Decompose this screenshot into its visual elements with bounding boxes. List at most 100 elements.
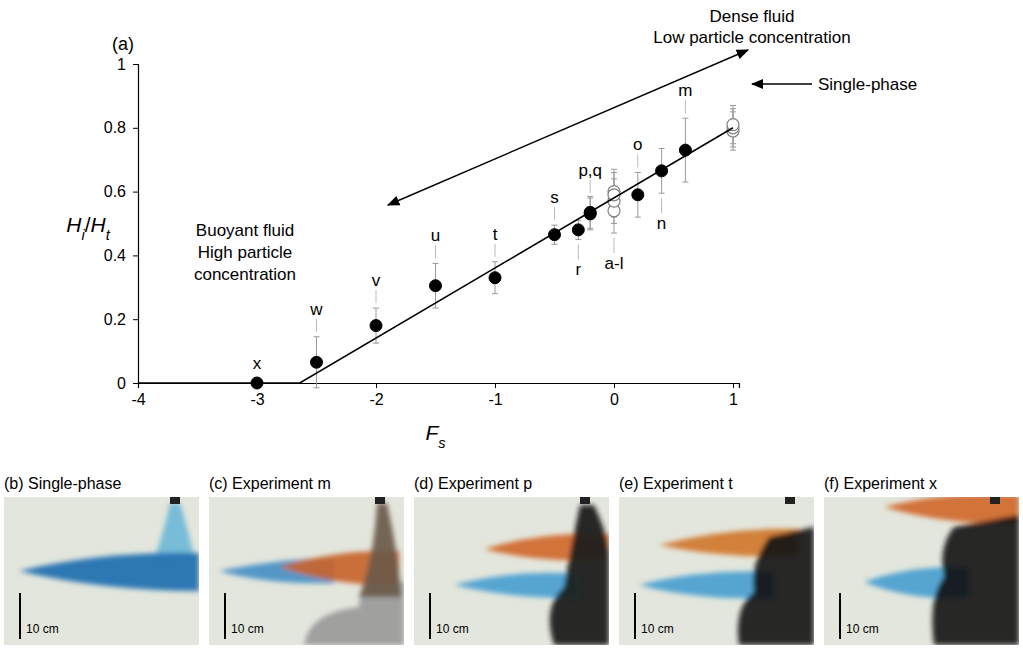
- annotation: Buoyant fluid: [196, 221, 294, 240]
- annotation: High particle: [198, 243, 293, 262]
- y-tick-label: 0.6: [104, 183, 126, 200]
- photo-panel: 10 cm: [824, 494, 1019, 645]
- point: [489, 272, 501, 284]
- point-label: r: [575, 260, 581, 279]
- series: [251, 118, 691, 389]
- point-labels: xwvutsrp,qonma-l: [253, 81, 693, 373]
- label-leader: [614, 238, 615, 253]
- annotation: Low particle concentration: [653, 28, 851, 47]
- y-tick-label: 0.2: [104, 311, 126, 328]
- scale-bar: [429, 593, 431, 639]
- point-label: w: [309, 300, 323, 319]
- y-tick-mark: [133, 319, 138, 320]
- annotation: Single-phase: [818, 75, 917, 94]
- x-axis-title: Fs: [425, 421, 446, 451]
- photo-panel: 10 cm: [619, 497, 814, 645]
- nozzle: [170, 497, 180, 504]
- point: [370, 320, 382, 332]
- fit-line: [138, 128, 733, 383]
- label-leader: [316, 319, 317, 332]
- y-tick: 0.8: [104, 119, 138, 136]
- point-label: s: [550, 188, 559, 207]
- y-tick-label: 0: [117, 375, 126, 392]
- label-leader: [661, 198, 662, 213]
- double-arrow: [388, 50, 748, 205]
- label-leader: [554, 207, 555, 220]
- panel-title: (d) Experiment p: [414, 475, 532, 492]
- scale-bar-label: 10 cm: [26, 622, 59, 636]
- y-tick: 0.4: [104, 247, 138, 264]
- panel-title: (b) Single-phase: [4, 475, 122, 492]
- point-label: m: [678, 81, 692, 100]
- label-leader: [435, 245, 436, 258]
- point-label: o: [633, 135, 642, 154]
- label-leader: [590, 180, 591, 193]
- scale-bar: [19, 593, 21, 639]
- panel-title: (c) Experiment m: [209, 475, 331, 492]
- scale-bar-label: 10 cm: [436, 622, 469, 636]
- photo-background: [209, 497, 404, 645]
- photo-shape: [932, 515, 1019, 645]
- scale-bar: [224, 593, 226, 639]
- y-axis-title: Hi/Ht: [66, 213, 110, 243]
- nozzle: [785, 497, 795, 504]
- photo-content: [19, 503, 199, 591]
- figure: -4-3-2-10100.20.40.60.81Hi/HtFs(a)xwvuts…: [0, 0, 1023, 651]
- photo-panel: 10 cm: [414, 497, 609, 645]
- x-axis: -4 -3 -2 -1 0 1: [131, 383, 739, 408]
- x-tick: -4: [131, 383, 145, 408]
- y-tick-mark: [133, 128, 138, 129]
- photo-background: [414, 497, 609, 645]
- photo-content: [864, 497, 1019, 645]
- point-label: x: [253, 354, 262, 373]
- y-tick: 0: [117, 375, 138, 392]
- nozzle: [375, 497, 385, 504]
- scale-bar: [839, 593, 841, 639]
- x-tick: -1: [488, 383, 502, 408]
- x-tick-label: 0: [610, 391, 619, 408]
- point-label: t: [493, 225, 498, 244]
- point-label: u: [431, 226, 440, 245]
- y-tick: 1: [117, 56, 138, 73]
- point-label: p,q: [578, 161, 602, 180]
- nozzle: [580, 497, 590, 504]
- scale-bar-label: 10 cm: [231, 622, 264, 636]
- y-tick-label: 1: [117, 56, 126, 73]
- y-tick-label: 0.8: [104, 119, 126, 136]
- scale-bar-label: 10 cm: [641, 622, 674, 636]
- y-tick-mark: [133, 383, 138, 384]
- y-tick: 0.6: [104, 183, 138, 200]
- y-axis: 0 0.2 0.4 0.6 0.8 1: [104, 56, 139, 392]
- point: [572, 224, 584, 236]
- point: [727, 119, 739, 131]
- photo-panel: 10 cm: [4, 497, 199, 645]
- point: [632, 189, 644, 201]
- point-label: v: [372, 271, 381, 290]
- x-tick-label: -3: [250, 391, 264, 408]
- label-leader: [685, 100, 686, 113]
- x-tick: 0: [610, 383, 619, 408]
- y-tick-mark: [133, 64, 138, 65]
- photo-content: [219, 503, 404, 645]
- x-tick: -2: [369, 383, 383, 408]
- y-tick: 0.2: [104, 311, 138, 328]
- point-label: a-l: [605, 254, 624, 273]
- plot-area: [138, 105, 739, 389]
- photo-content: [454, 505, 609, 645]
- scale-bar-label: 10 cm: [846, 622, 879, 636]
- x-tick-mark: [495, 383, 496, 388]
- scale-bar: [634, 593, 636, 639]
- photo-background: [4, 497, 199, 645]
- x-tick-mark: [733, 383, 734, 388]
- panel-title: (e) Experiment t: [619, 475, 733, 492]
- annotation: concentration: [194, 265, 296, 284]
- x-tick: 1: [729, 383, 738, 408]
- point: [311, 356, 323, 368]
- x-axis-line: [139, 384, 740, 389]
- y-tick-mark: [133, 255, 138, 256]
- y-tick-mark: [133, 192, 138, 193]
- photo-content: [639, 527, 814, 645]
- x-tick-label: 1: [729, 391, 738, 408]
- x-tick-label: -4: [131, 391, 145, 408]
- photo-shape: [738, 527, 814, 645]
